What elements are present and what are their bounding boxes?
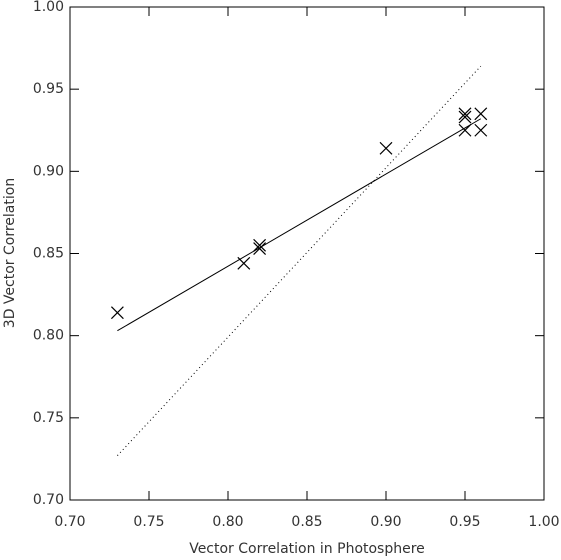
x-tick-label: 1.00	[528, 514, 559, 530]
y-tick-label: 0.85	[33, 246, 64, 262]
marker	[253, 238, 267, 252]
x-tick-label: 0.95	[449, 514, 480, 530]
y-tick-label: 0.70	[33, 492, 64, 508]
y-tick-label: 0.80	[33, 328, 64, 344]
marker	[379, 141, 393, 155]
y-tick-label: 0.95	[33, 81, 64, 97]
x-tick-label: 0.70	[54, 514, 85, 530]
marker	[458, 123, 472, 137]
y-tick-label: 1.00	[33, 0, 64, 15]
x-axis-label: Vector Correlation in Photosphere	[189, 541, 425, 557]
marker	[237, 256, 251, 270]
marker	[474, 123, 488, 137]
marker	[474, 107, 488, 121]
x-tick-label: 0.85	[291, 514, 322, 530]
x-tick-label: 0.75	[133, 514, 164, 530]
y-tick-label: 0.75	[33, 410, 64, 426]
y-axis-label: 3D Vector Correlation	[2, 178, 18, 328]
marker	[110, 306, 124, 320]
plot-frame	[69, 6, 545, 501]
marker	[458, 107, 472, 121]
fit-line	[117, 118, 482, 332]
x-tick-label: 0.80	[212, 514, 243, 530]
x-tick-label: 0.90	[370, 514, 401, 530]
fit-line	[117, 65, 482, 456]
marker	[253, 242, 267, 255]
marker	[458, 110, 472, 124]
y-tick-label: 0.90	[33, 163, 64, 179]
